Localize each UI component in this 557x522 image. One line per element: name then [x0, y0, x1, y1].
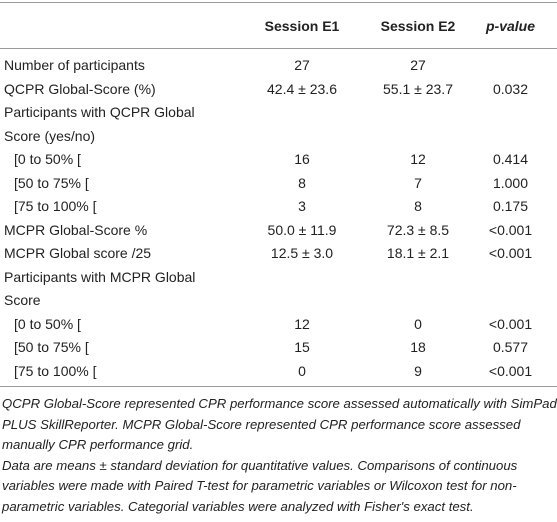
table-body: Number of participants 27 27 QCPR Global-Sc… — [0, 49, 557, 387]
cell: <0.001 — [488, 362, 533, 379]
cell — [232, 101, 372, 148]
data-table: Session E1 Session E2 p-value Number of … — [0, 2, 557, 387]
row-label: [75 to 100% [ — [14, 198, 97, 214]
table-row: Participants with MCPR Global Score — [0, 266, 557, 313]
table-row: Number of participants 27 27 — [0, 49, 557, 78]
footnote: QCPR Global-Score represented CPR perfor… — [2, 396, 557, 452]
table-row: MCPR Global-Score % 50.0 ± 11.9 72.3 ± 8.5… — [0, 219, 557, 243]
table-row: [50 to 75% [ 15 18 0.577 — [0, 336, 557, 360]
cell: 7 — [414, 174, 422, 191]
cell — [464, 101, 557, 148]
cell: 72.3 ± 8.5 — [386, 221, 450, 238]
cell — [464, 266, 557, 313]
row-label: Participants with MCPR Global Score — [4, 268, 196, 309]
cell — [464, 49, 557, 78]
cell: 3 — [298, 198, 306, 214]
row-label: [50 to 75% [ — [14, 174, 89, 191]
cell: 0.032 — [492, 80, 529, 97]
cell: 12 — [294, 315, 310, 332]
cell — [372, 101, 464, 148]
cell: <0.001 — [488, 245, 533, 261]
cell: 0 — [298, 362, 306, 379]
cell: 55.1 ± 23.7 — [383, 80, 453, 97]
row-label: QCPR Global-Score (%) — [4, 80, 156, 97]
header-cell — [0, 2, 232, 49]
cell: 0 — [414, 315, 422, 332]
cell: 18.1 ± 2.1 — [386, 245, 450, 261]
header-row: Session E1 Session E2 p-value — [0, 2, 557, 49]
cell: 0.175 — [492, 198, 529, 214]
footnote: Data are means ± standard deviation for … — [2, 457, 518, 514]
table-row: [0 to 50% [ 12 0 <0.001 — [0, 313, 557, 337]
row-label: [0 to 50% [ — [14, 315, 81, 332]
table-row: [0 to 50% [ 16 12 0.414 — [0, 148, 557, 172]
row-label: Number of participants — [4, 57, 145, 73]
cell: 50.0 ± 11.9 — [267, 221, 337, 238]
row-label: [50 to 75% [ — [14, 339, 89, 355]
cell: 15 — [294, 339, 310, 355]
cell: 0.414 — [492, 151, 529, 167]
cell: 27 — [410, 57, 426, 73]
footnotes: QCPR Global-Score represented CPR perfor… — [0, 394, 557, 517]
table-row: [50 to 75% [ 8 7 1.000 — [0, 172, 557, 196]
table-row: [75 to 100% [ 3 8 0.175 — [0, 195, 557, 219]
table-row: [75 to 100% [ 0 9 <0.001 — [0, 360, 557, 387]
cell — [372, 266, 464, 313]
table-row: MCPR Global score /25 12.5 ± 3.0 18.1 ± 2.… — [0, 242, 557, 266]
cell: <0.001 — [488, 315, 533, 332]
cell: 1.000 — [492, 174, 529, 191]
cell: 9 — [414, 362, 422, 379]
cell: 12.5 ± 3.0 — [270, 245, 334, 261]
cell: 18 — [410, 339, 426, 355]
table-row: QCPR Global-Score (%) 42.4 ± 23.6 55.1 ± 2… — [0, 78, 557, 102]
cell: 42.4 ± 23.6 — [267, 80, 337, 97]
row-label: [0 to 50% [ — [14, 151, 81, 167]
cell — [232, 266, 372, 313]
header-cell: p-value — [464, 2, 557, 49]
cell: 8 — [298, 174, 306, 191]
row-label: Participants with QCPR Global Score (yes… — [4, 104, 195, 144]
row-label: [75 to 100% [ — [14, 362, 97, 379]
cell: <0.001 — [488, 221, 533, 238]
row-label: MCPR Global score /25 — [4, 245, 152, 261]
cell: 27 — [294, 57, 310, 73]
header-cell: Session E1 — [232, 2, 372, 49]
cell: 12 — [410, 151, 426, 167]
row-label: MCPR Global-Score % — [4, 221, 148, 238]
table-row: Participants with QCPR Global Score (yes… — [0, 101, 557, 148]
cell: 16 — [294, 151, 310, 167]
cell: 8 — [414, 198, 422, 214]
cell: 0.577 — [492, 339, 529, 355]
header-cell: Session E2 — [372, 2, 464, 49]
